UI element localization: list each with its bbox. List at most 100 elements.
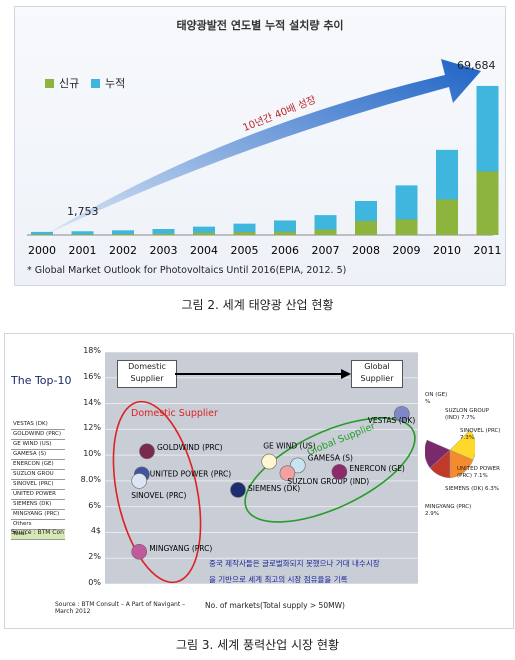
legend-swatch-cumulative xyxy=(91,79,100,88)
source-note: Source : BTM Consult – A Part of Navigan… xyxy=(55,601,186,615)
y-tick-label: 2% xyxy=(88,552,101,562)
bar-cumulative xyxy=(193,226,215,235)
korean-note-2: 을 기반으로 세계 최고의 시장 점유율을 기록 xyxy=(209,575,348,584)
source-note: * Global Market Outlook for Photovoltaic… xyxy=(27,265,347,276)
bar-new xyxy=(112,234,134,235)
pie-label: SIEMENS (DK) 6.3% xyxy=(445,486,500,492)
pie-label: UNITED POWER (PRC) 7.1% xyxy=(457,466,500,479)
side-table-row: Others xyxy=(11,520,65,530)
bar-new xyxy=(436,199,458,235)
side-table-source: Source : BTM Con xyxy=(11,529,64,536)
x-tick-label: 2009 xyxy=(393,244,421,257)
bar-new xyxy=(274,231,296,235)
x-tick-label: 2010 xyxy=(433,244,461,257)
data-point xyxy=(331,464,348,480)
scatter-plot-area: GOLDWIND (PRC) UNITED POWER (PRC) SINOVEL … xyxy=(105,352,418,584)
point-label: VESTAS (DK) xyxy=(368,416,416,425)
korean-note-1: 중국 제작사들은 글로벌화되지 못했으나 거대 내수시장 xyxy=(209,559,380,568)
data-point xyxy=(261,453,277,470)
bar-new xyxy=(31,234,53,235)
side-table-row: SIEMENS (DK) xyxy=(11,500,65,510)
pie-label: ON (GE) % xyxy=(425,392,448,405)
global-ellipse xyxy=(244,417,416,523)
bar-cumulative xyxy=(31,231,53,235)
figure3-caption: 그림 3. 세계 풍력산업 시장 현황 xyxy=(175,638,339,652)
bar-new xyxy=(233,232,256,235)
y-tick-label: 6% xyxy=(88,500,101,510)
point-label: SINOVEL (PRC) xyxy=(131,491,186,500)
x-tick-label: 2000 xyxy=(28,244,56,257)
bar-cumulative xyxy=(274,220,296,235)
bar-new xyxy=(71,234,94,235)
data-point xyxy=(139,443,155,460)
bar-cumulative xyxy=(233,223,256,235)
side-table: VESTAS (DK) GOLDWIND (PRC) GE WIND (US) GAM… xyxy=(11,420,65,540)
solar-bar-chart: 2000 2001 2002 2003 2004 2005 2006 2007 2008 2009… xyxy=(27,59,502,257)
bar-new xyxy=(314,229,337,235)
solar-chart-panel: 태양광발전 연도별 누적 설치량 추이 신규 누적 2000 2001 2002 20… xyxy=(14,6,506,286)
side-table-row: GAMESA (S) xyxy=(11,450,65,460)
x-tick-label: 2002 xyxy=(109,244,137,257)
x-tick-label: 2011 xyxy=(474,244,502,257)
growth-arrow xyxy=(45,59,481,235)
x-tick-label: 2008 xyxy=(352,244,380,257)
figure2-caption: 그림 2. 세계 태양광 산업 현황 xyxy=(181,298,334,312)
scatter-chart: GOLDWIND (PRC) UNITED POWER (PRC) SINOVEL … xyxy=(105,352,418,584)
y-tick-label: 12% xyxy=(83,423,101,433)
data-point xyxy=(393,406,410,422)
data-point xyxy=(279,465,296,481)
side-table-row: GE WIND (US) xyxy=(11,440,65,450)
point-label: MINGYANG (PRC) xyxy=(149,544,212,553)
y-tick-label: 4$ xyxy=(90,526,101,536)
bar-cumulative xyxy=(71,231,94,235)
x-tick-label: 2007 xyxy=(312,244,340,257)
side-table-row: MINGYANG (PRC) xyxy=(11,510,65,520)
top10-title: The Top-10 xyxy=(11,374,72,387)
domestic-box: Domestic Supplier xyxy=(117,360,177,388)
bar-cumulative xyxy=(112,230,134,235)
legend-label-cumulative: 누적 xyxy=(105,77,126,90)
y-tick-label: 18% xyxy=(83,346,101,355)
legend-label-new: 신규 xyxy=(59,77,80,90)
x-axis-label: No. of markets(Total supply > 50MW) xyxy=(205,601,345,610)
y-tick-label: 10% xyxy=(83,449,101,459)
wind-chart-panel: The Top-10 VESTAS (DK) GOLDWIND (PRC) GE W… xyxy=(4,333,514,629)
bar-new xyxy=(476,171,499,235)
bar-new xyxy=(355,220,377,235)
point-label: GE WIND (US) xyxy=(263,442,316,451)
pie-label: MINGYANG (PRC) 2.9% xyxy=(425,504,472,517)
bar-cumulative xyxy=(152,229,175,235)
x-tick-label: 2004 xyxy=(190,244,218,257)
global-box: Global Supplier xyxy=(351,360,403,388)
side-table-row: ENERCON (GE) xyxy=(11,460,65,470)
first-value-label: 1,753 xyxy=(67,205,99,218)
bar-new xyxy=(395,219,418,235)
x-tick-label: 2001 xyxy=(69,244,97,257)
legend-swatch-new xyxy=(45,79,54,88)
y-tick-label: 14% xyxy=(83,397,101,407)
side-table-row: Total xyxy=(11,530,65,540)
domestic-label: Domestic Supplier xyxy=(131,408,218,419)
y-tick-label: 8.0% xyxy=(80,474,101,484)
pie-label: SUZLON GROUP (IND) 7.7% xyxy=(445,408,490,421)
bar-new xyxy=(193,232,215,235)
x-tick-label: 2003 xyxy=(150,244,178,257)
point-label: GOLDWIND (PRC) xyxy=(157,443,223,452)
side-table-row: SINOVEL (PRC) xyxy=(11,480,65,490)
data-point xyxy=(131,473,148,489)
data-point xyxy=(230,482,246,498)
side-table-row: UNITED POWER xyxy=(11,490,65,500)
point-label: GAMESA (S) xyxy=(308,453,353,462)
x-tick-label: 2005 xyxy=(231,244,259,257)
y-tick-label: 16% xyxy=(83,371,101,381)
domestic-to-global-arrow xyxy=(175,369,351,379)
point-label: SIEMENS (DK) xyxy=(248,484,300,493)
side-table-row: VESTAS (DK) xyxy=(11,420,65,430)
bar-new xyxy=(152,233,175,235)
y-tick-label: 0% xyxy=(88,578,101,587)
pie-label: SINOVEL (PRC) 7.3% xyxy=(460,428,501,441)
chart-title: 태양광발전 연도별 누적 설치량 추이 xyxy=(176,19,344,32)
x-tick-label: 2006 xyxy=(271,244,299,257)
side-table-row: SUZLON GROU xyxy=(11,470,65,480)
side-table-row: GOLDWIND (PRC) xyxy=(11,430,65,440)
